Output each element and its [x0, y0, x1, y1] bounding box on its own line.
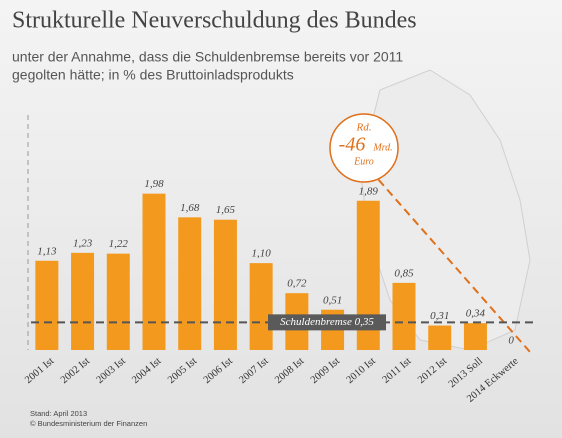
bar [106, 253, 130, 350]
footer: © Bundesministerium der Finanzen [30, 419, 147, 428]
value-label: 1,13 [37, 245, 57, 257]
value-label: 1,89 [359, 185, 379, 197]
bar [249, 263, 273, 350]
value-label: 1,10 [252, 248, 272, 260]
chart-title: Strukturelle Neuverschuldung des Bundes [12, 8, 417, 34]
value-label: 1,68 [180, 202, 200, 214]
reference-label-box [268, 314, 386, 331]
value-label: 1,22 [109, 238, 129, 250]
value-label: 0,72 [287, 278, 307, 290]
value-label: 0,31 [430, 310, 449, 322]
bar [142, 193, 166, 350]
subtitle: gegolten hätte; in % des Bruttoinladspro… [12, 67, 294, 83]
value-label: 0,85 [394, 267, 414, 279]
bar [213, 219, 237, 350]
annotation: Euro [353, 156, 374, 167]
value-label: 1,65 [216, 204, 236, 216]
annotation: Rd. [356, 122, 372, 134]
bar [392, 282, 416, 350]
footer: Stand: April 2013 [30, 409, 87, 418]
bar [178, 217, 202, 350]
bar [35, 260, 59, 350]
annotation: Mrd. [372, 142, 392, 153]
bar [71, 252, 95, 350]
value-label: 0 [508, 335, 514, 347]
bar [428, 325, 452, 350]
bar [356, 200, 380, 350]
annotation: -46 [339, 134, 366, 156]
bar [463, 323, 487, 350]
value-label: 0,51 [323, 294, 342, 306]
reference-label: Schuldenbremse 0,35 [280, 316, 374, 328]
value-label: 1,23 [73, 237, 93, 249]
value-label: 1,98 [144, 178, 164, 190]
subtitle: unter der Annahme, dass die Schuldenbrem… [12, 49, 403, 65]
value-label: 0,34 [466, 308, 486, 320]
annotation-circle [329, 113, 399, 183]
